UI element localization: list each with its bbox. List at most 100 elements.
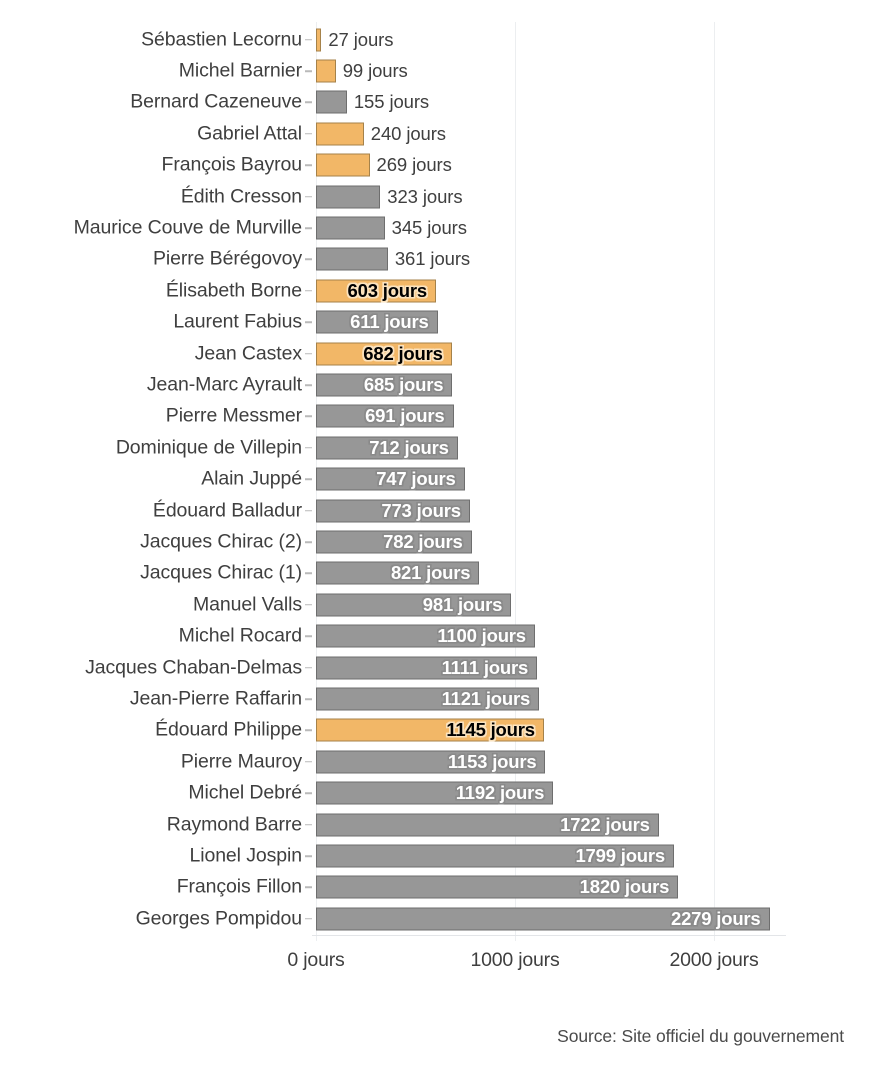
bar[interactable] xyxy=(316,875,679,899)
category-tick-icon xyxy=(305,509,312,512)
bar[interactable] xyxy=(316,90,347,114)
bar-row: Jean-Pierre Raffarin 1121 jours xyxy=(0,683,890,714)
bar-value-label-inside: 1121 jours xyxy=(441,688,531,710)
bar[interactable] xyxy=(316,499,470,523)
bar[interactable] xyxy=(316,844,674,868)
category-label: Jacques Chirac (1) xyxy=(140,561,302,584)
bar[interactable] xyxy=(316,718,544,742)
bar-value-label-inside: 747 jours xyxy=(376,468,456,490)
bar-value-label-outside: 155 jours xyxy=(353,91,430,113)
gridline-1000 xyxy=(514,22,516,941)
bar-row: Dominique de Villepin 712 jours xyxy=(0,432,890,463)
bar-value-label-outside: 27 jours xyxy=(328,28,394,50)
bar[interactable] xyxy=(316,59,336,83)
bar-row: Jacques Chirac (1) 821 jours xyxy=(0,558,890,589)
category-tick-icon xyxy=(305,384,312,386)
category-label: Gabriel Attal xyxy=(197,122,302,145)
category-label: Élisabeth Borne xyxy=(165,279,302,302)
bar-row: Jean Castex 682 jours xyxy=(0,338,890,369)
bar-value-label-outside: 323 jours xyxy=(387,185,463,207)
bar-value-label-inside: 821 jours xyxy=(390,562,471,584)
bar-value-label-outside: 361 jours xyxy=(394,248,471,270)
bar-value-label-inside: 1111 jours xyxy=(441,656,529,678)
bar-row: Élisabeth Borne 603 jours xyxy=(0,275,890,306)
category-tick-icon xyxy=(305,227,312,229)
x-axis-line xyxy=(312,934,786,936)
bar[interactable] xyxy=(316,122,364,146)
category-tick-icon xyxy=(305,792,312,795)
category-label: Maurice Couve de Murville xyxy=(73,216,302,239)
category-label: Édouard Balladur xyxy=(152,499,302,522)
category-tick-icon xyxy=(305,38,312,41)
bar[interactable] xyxy=(316,28,322,52)
category-label: Jacques Chaban-Delmas xyxy=(85,656,302,679)
bar[interactable] xyxy=(316,310,438,334)
bar-value-label-inside: 682 jours xyxy=(363,342,443,364)
bar-row: Manuel Valls 981 jours xyxy=(0,589,890,620)
bar[interactable] xyxy=(316,153,370,177)
bar-value-label-outside: 99 jours xyxy=(342,60,408,82)
category-tick-icon xyxy=(305,321,312,324)
bar[interactable] xyxy=(316,279,436,303)
bar-row: Laurent Fabius 611 jours xyxy=(0,307,890,338)
category-label: Sébastien Lecornu xyxy=(141,28,302,51)
bar-value-label-inside: 1820 jours xyxy=(579,876,670,898)
bar-value-label-inside: 2279 jours xyxy=(670,907,761,929)
bar[interactable] xyxy=(316,404,454,428)
category-tick-icon xyxy=(305,572,312,575)
bar-value-label-inside: 712 jours xyxy=(369,436,449,458)
bar-value-label-inside: 1722 jours xyxy=(560,813,650,835)
category-tick-icon xyxy=(305,604,312,606)
bar-value-label-inside: 1192 jours xyxy=(455,782,545,804)
category-tick-icon xyxy=(305,352,312,355)
category-label: Manuel Valls xyxy=(193,593,302,616)
bar-row: François Fillon 1820 jours xyxy=(0,872,890,903)
bar[interactable] xyxy=(316,907,770,931)
bar[interactable] xyxy=(316,247,388,271)
bar-row: Jean-Marc Ayrault 685 jours xyxy=(0,369,890,400)
bar[interactable] xyxy=(316,342,452,366)
bar[interactable] xyxy=(316,813,659,837)
bar-row: Georges Pompidou 2279 jours xyxy=(0,903,890,934)
bar[interactable] xyxy=(316,530,472,554)
category-label: Laurent Fabius xyxy=(173,310,302,333)
bar[interactable] xyxy=(316,624,535,648)
bar[interactable] xyxy=(316,781,554,805)
category-label: Michel Rocard xyxy=(178,624,302,647)
bar-row: Édouard Balladur 773 jours xyxy=(0,495,890,526)
bar-value-label-inside: 1153 jours xyxy=(447,750,537,772)
bar-value-label-outside: 345 jours xyxy=(391,217,467,239)
category-tick-icon xyxy=(305,918,312,920)
category-label: Michel Debré xyxy=(188,781,302,804)
category-tick-icon xyxy=(305,415,312,418)
gridline-2000 xyxy=(713,22,715,941)
category-label: Jacques Chirac (2) xyxy=(140,530,302,553)
category-label: Alain Juppé xyxy=(201,467,302,490)
bar[interactable] xyxy=(316,185,381,209)
bar-row: Pierre Bérégovoy 361 jours xyxy=(0,244,890,275)
bar[interactable] xyxy=(316,593,512,617)
bar[interactable] xyxy=(316,561,480,585)
category-tick-icon xyxy=(305,886,312,889)
bar-row: Jacques Chaban-Delmas 1111 jours xyxy=(0,652,890,683)
category-label: Dominique de Villepin xyxy=(115,436,302,459)
bar[interactable] xyxy=(316,436,458,460)
source-note: Source: Site officiel du gouvernement xyxy=(557,1026,844,1046)
category-label: Pierre Mauroy xyxy=(180,750,302,773)
bar-row: Michel Barnier 99 jours xyxy=(0,55,890,86)
bar-value-label-inside: 611 jours xyxy=(350,311,429,333)
x-axis-tick-label: 1000 jours xyxy=(470,948,560,971)
bar[interactable] xyxy=(316,373,453,397)
category-tick-icon xyxy=(305,258,312,261)
bar-row: Jacques Chirac (2) 782 jours xyxy=(0,526,890,557)
bar[interactable] xyxy=(316,687,540,711)
bar[interactable] xyxy=(316,656,538,680)
category-tick-icon xyxy=(305,290,312,292)
bar[interactable] xyxy=(316,750,546,774)
bar-row: Michel Rocard 1100 jours xyxy=(0,621,890,652)
bar[interactable] xyxy=(316,216,385,240)
bar[interactable] xyxy=(316,467,465,491)
category-tick-icon xyxy=(305,133,312,135)
category-label: Raymond Barre xyxy=(166,813,302,836)
